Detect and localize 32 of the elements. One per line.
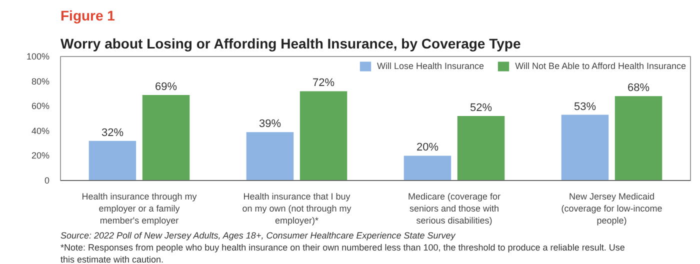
bar — [142, 94, 190, 180]
text: *Note: Responses from people who buy health insurance on their own numbered less than 100, the threshold to produce a reliable result. Use this estimate with caution. — [60, 242, 625, 264]
chart-title: Figure 1 — [60, 8, 116, 24]
y-tick-label: 80% — [31, 76, 50, 86]
legend-label: Will Not Be Able to Afford Health Insurance — [515, 61, 686, 71]
x-tick-label: Health insurance through my employer or a family member's employer — [82, 192, 198, 226]
bar — [88, 140, 136, 180]
bar — [614, 96, 662, 180]
source-note: Source: 2022 Poll of New Jersey Adults, Ages 18+, Consumer Healthcare Experience State Survey — [60, 230, 456, 240]
y-tick-label: 40% — [31, 126, 50, 136]
x-tick-label: Medicare (coverage for seniors and those with serious disabilities) — [408, 192, 501, 226]
data-label: 52% — [470, 102, 492, 114]
data-label: 32% — [101, 126, 124, 139]
y-tick-label: 100% — [26, 52, 50, 62]
data-label: 39% — [258, 118, 282, 130]
data-label: 20% — [416, 142, 439, 154]
data-label: 68% — [628, 82, 650, 94]
y-tick-label: 20% — [31, 150, 50, 161]
data-label: 72% — [312, 77, 335, 90]
bar — [300, 91, 348, 180]
y-tick-label: 0 — [44, 176, 50, 186]
legend-label: Will Lose Health Insurance — [377, 61, 484, 71]
data-label: 53% — [574, 100, 596, 113]
data-label: 69% — [155, 80, 178, 93]
bar — [246, 132, 294, 180]
chart-subtitle: Worry about Losing or Affording Health Insurance, by Coverage Type — [60, 36, 521, 52]
x-tick-label: New Jersey Medicaid (coverage for low-income people) — [561, 192, 662, 226]
x-tick-label: Health insurance that I buy on my own (not through my employer)* — [242, 192, 352, 226]
bar — [561, 114, 609, 180]
bar — [457, 116, 505, 180]
bar — [404, 156, 452, 180]
y-tick-label: 60% — [31, 101, 50, 112]
